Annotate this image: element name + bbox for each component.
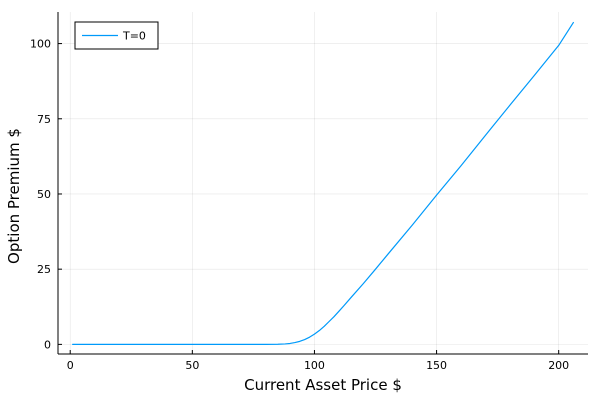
- x-axis-label: Current Asset Price $: [244, 376, 402, 394]
- legend-entry: T=0: [122, 30, 146, 43]
- y-tick-label: 0: [44, 338, 51, 351]
- y-axis-label: Option Premium $: [5, 128, 23, 264]
- x-tick-label: 0: [67, 359, 74, 372]
- axes: [57, 12, 588, 355]
- legend: T=0: [74, 21, 159, 50]
- series-line: [72, 21, 574, 345]
- x-tick-label: 150: [426, 359, 447, 372]
- series-lines: [72, 21, 574, 345]
- y-tick-label: 25: [37, 263, 51, 276]
- tick-labels: 0 50 100 150 200 0 25 50 75 100: [30, 38, 569, 372]
- y-tick-label: 50: [37, 188, 51, 201]
- x-tick-label: 200: [548, 359, 569, 372]
- x-tick-label: 100: [304, 359, 325, 372]
- y-tick-label: 100: [30, 38, 51, 51]
- y-tick-label: 75: [37, 113, 51, 126]
- x-tick-label: 50: [185, 359, 199, 372]
